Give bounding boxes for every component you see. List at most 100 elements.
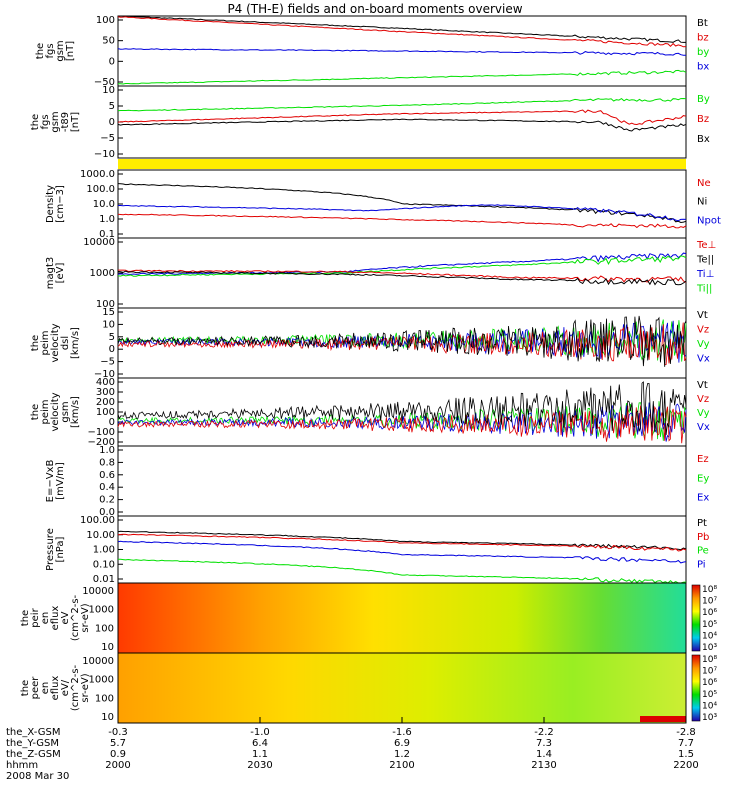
series-ni — [117, 183, 687, 224]
y-axis-label: the — [30, 114, 41, 130]
legend-bz: bz — [697, 33, 709, 44]
y-tick-label: 15 — [102, 307, 115, 318]
series-by — [118, 69, 687, 85]
y-tick-label: 0 — [109, 56, 115, 67]
series-ne — [117, 213, 687, 229]
y-axis-label: [nT] — [70, 112, 81, 132]
chart-title: P4 (TH-E) fields and on-board moments ov… — [227, 2, 523, 16]
spectrogram-ion — [118, 583, 686, 653]
velocity-trace-black — [117, 315, 687, 367]
y-tick-label: −10 — [94, 149, 115, 160]
series-by — [117, 97, 687, 112]
orbit-value: 6.9 — [394, 738, 410, 749]
y-tick-label: 0.8 — [99, 457, 115, 468]
y-tick-label: −50 — [94, 77, 115, 88]
y-axis-label: [nPa] — [55, 536, 66, 562]
orbit-row-label: hhmm — [6, 760, 38, 771]
series-bx — [117, 48, 686, 56]
velocity-trace-black — [117, 381, 687, 436]
panel-vel_dsl — [117, 307, 687, 379]
legend-vz: Vz — [697, 325, 709, 336]
y-axis-label: [nT] — [65, 41, 76, 61]
colorbar-tick-label: 10⁵ — [702, 620, 717, 630]
orbit-value: 1.2 — [394, 749, 410, 760]
y-tick-label: 0.6 — [99, 470, 115, 481]
colorbar-tick-label: 10⁶ — [702, 678, 717, 688]
y-axis-label: peim — [40, 399, 51, 424]
orbit-value: 2000 — [105, 760, 130, 771]
legend-ti||: Ti|| — [696, 284, 712, 295]
y-axis-label: E=−VxB — [45, 460, 56, 503]
orbit-value: -0.3 — [108, 727, 128, 738]
legend-vt: Vt — [697, 310, 708, 321]
orbit-value: 7.7 — [678, 738, 694, 749]
series-bz — [117, 109, 687, 126]
panel-flag — [118, 159, 686, 169]
colorbar-tick-label: 10⁵ — [702, 690, 717, 700]
orbit-value: 2100 — [389, 760, 414, 771]
series-te|| — [117, 270, 687, 286]
panel-efield — [117, 445, 687, 517]
series-bt — [117, 15, 686, 43]
y-axis-label: [km/s] — [70, 327, 81, 359]
y-tick-label: 5 — [109, 332, 115, 343]
orbit-value: 5.7 — [110, 738, 126, 749]
colorbar-tick-label: 10⁷ — [702, 597, 717, 607]
series-pt — [117, 530, 687, 551]
y-tick-label: 1.0 — [99, 214, 115, 225]
panel-vel_gsm — [117, 377, 687, 447]
y-tick-label: 0.4 — [99, 482, 115, 493]
y-tick-label: 10000 — [83, 237, 115, 248]
colorbar-tick-label: 10⁸ — [702, 655, 717, 665]
y-tick-label: 100 — [96, 407, 115, 418]
legend-ez: Ez — [697, 454, 709, 465]
orbit-value: 1.1 — [252, 749, 268, 760]
legend-pi: Pi — [697, 559, 706, 570]
legend-npot: Npot — [697, 215, 721, 226]
date-label: 2008 Mar 30 — [6, 771, 69, 782]
y-axis-label: peir — [30, 607, 41, 627]
colorbar-tick-label: 10⁴ — [702, 701, 717, 711]
y-axis-label: -t89 — [60, 112, 71, 132]
y-tick-label: 10000 — [82, 656, 114, 667]
legend-ex: Ex — [697, 493, 709, 504]
y-axis-label: en — [40, 612, 51, 625]
y-axis-label: fgs — [40, 114, 51, 129]
y-tick-label: 1000.0 — [80, 169, 115, 180]
series-bz — [117, 16, 687, 48]
legend-vy: Vy — [697, 339, 710, 350]
y-tick-label: 100 — [96, 15, 115, 26]
y-tick-label: 100 — [96, 299, 115, 310]
y-tick-label: 0 — [109, 344, 115, 355]
y-tick-label: 100 — [95, 623, 114, 634]
velocity-trace-red — [117, 322, 687, 366]
y-axis-label: dsl — [60, 336, 71, 350]
panel-temperature — [117, 237, 687, 309]
y-tick-label: 100 — [95, 693, 114, 704]
orbit-value: 0.9 — [110, 749, 126, 760]
y-tick-label: 1.00 — [93, 545, 115, 556]
panel-frame — [117, 515, 687, 584]
series-ti|| — [117, 255, 687, 277]
y-axis-label: gsm — [60, 401, 71, 422]
y-tick-label: −200 — [88, 437, 115, 448]
legend-bx: Bx — [697, 134, 710, 145]
legend-vy: Vy — [697, 408, 710, 419]
y-axis-label: eV/ — [60, 679, 71, 696]
y-tick-label: 1000 — [89, 675, 114, 686]
y-axis-label: eflux — [50, 676, 61, 701]
y-tick-label: 10 — [102, 85, 115, 96]
series-pb — [117, 533, 687, 552]
y-tick-label: 0.2 — [99, 495, 115, 506]
panel-spec_ele — [117, 652, 701, 724]
panel-density — [117, 169, 687, 239]
legend-te⊥: Te⊥ — [696, 240, 716, 251]
y-axis-label: [mV/m] — [55, 462, 66, 500]
spectrogram-electron — [118, 653, 686, 723]
y-axis-label: sr-eV) — [80, 673, 91, 702]
y-axis-label: en — [40, 682, 51, 695]
orbit-row-label: the_Z-GSM — [6, 749, 61, 760]
orbit-value: 1.5 — [678, 749, 694, 760]
colorbar-tick-label: 10³ — [702, 643, 717, 653]
